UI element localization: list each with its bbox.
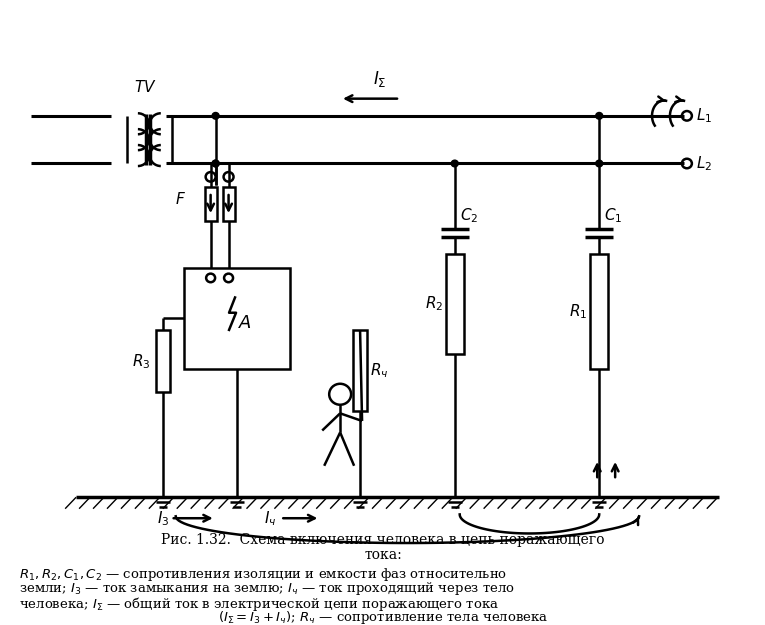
Text: $A$: $A$ <box>238 314 252 332</box>
Bar <box>591 254 608 369</box>
Text: $R_1, R_2, C_1, C_2$ — сопротивления изоляции и емкости фаз относительно: $R_1, R_2, C_1, C_2$ — сопротивления изо… <box>19 566 507 583</box>
Text: $I_ч$: $I_ч$ <box>264 509 277 528</box>
Text: $F$: $F$ <box>174 191 186 208</box>
Text: $L_1$: $L_1$ <box>696 106 712 125</box>
Bar <box>156 331 170 392</box>
Circle shape <box>596 160 603 167</box>
Text: тока:: тока: <box>364 548 402 562</box>
Circle shape <box>212 112 219 119</box>
Circle shape <box>451 160 458 167</box>
Bar <box>353 331 367 411</box>
Text: $C_1$: $C_1$ <box>604 207 623 226</box>
Text: человека; $I_\Sigma$ — общий ток в электрической цепи поражающего тока: человека; $I_\Sigma$ — общий ток в элект… <box>19 594 500 612</box>
Circle shape <box>596 112 603 119</box>
Bar <box>446 254 464 354</box>
Bar <box>223 188 235 221</box>
Text: $R_ч$: $R_ч$ <box>370 361 389 380</box>
Text: $R_2$: $R_2$ <box>425 295 443 314</box>
Text: Рис. 1.32.  Схема включения человека в цепь поражающего: Рис. 1.32. Схема включения человека в це… <box>161 532 605 546</box>
Text: $L_2$: $L_2$ <box>696 154 712 173</box>
Text: $R_1$: $R_1$ <box>569 302 588 321</box>
Text: $R_3$: $R_3$ <box>132 352 151 371</box>
Text: $(I_\Sigma = I_3 + I_ч)$; $R_ч$ — сопротивление тела человека: $(I_\Sigma = I_3 + I_ч)$; $R_ч$ — сопрот… <box>218 609 549 625</box>
Text: $C_2$: $C_2$ <box>460 207 478 226</box>
Bar <box>205 188 216 221</box>
Text: $I_3$: $I_3$ <box>157 509 169 528</box>
Circle shape <box>212 160 219 167</box>
Text: $I_{\Sigma}$: $I_{\Sigma}$ <box>373 69 387 89</box>
Bar <box>184 268 291 369</box>
Circle shape <box>212 160 219 167</box>
Text: $TV$: $TV$ <box>134 79 157 95</box>
Text: земли; $I_3$ — ток замыкания на землю; $I_ч$ — ток проходящий через тело: земли; $I_3$ — ток замыкания на землю; $… <box>19 580 516 598</box>
